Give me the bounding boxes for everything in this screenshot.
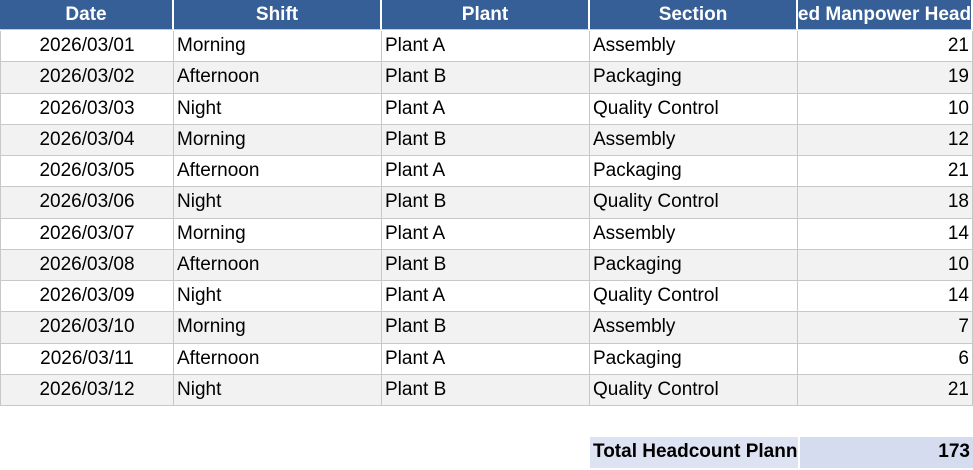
table-cell: 7 <box>798 312 973 344</box>
table-cell: Afternoon <box>174 249 382 281</box>
table-cell: Plant B <box>382 124 590 156</box>
table-cell: Assembly <box>590 124 798 156</box>
table-cell: 2026/03/09 <box>0 281 174 313</box>
table-cell: 2026/03/07 <box>0 218 174 250</box>
table-cell: Plant B <box>382 312 590 344</box>
table-cell: 6 <box>798 343 973 375</box>
table-cell: Packaging <box>590 249 798 281</box>
table-cell: 12 <box>798 124 973 156</box>
table-cell: 2026/03/02 <box>0 62 174 94</box>
table-cell: Plant B <box>382 374 590 406</box>
header-cell: Planned Manpower Headcount <box>798 0 973 30</box>
table-cell: Night <box>174 187 382 219</box>
table-cell: Assembly <box>590 31 798 63</box>
table-cell: 10 <box>798 249 973 281</box>
table-cell: Plant B <box>382 249 590 281</box>
total-value: 173 <box>800 437 973 468</box>
header-cell: Section <box>590 0 798 30</box>
header-cell: Date <box>0 0 174 30</box>
table-cell: Quality Control <box>590 281 798 313</box>
table-cell: 2026/03/06 <box>0 187 174 219</box>
table-cell: 2026/03/08 <box>0 249 174 281</box>
table-cell: Afternoon <box>174 62 382 94</box>
table-cell: 2026/03/04 <box>0 124 174 156</box>
table-cell: Packaging <box>590 343 798 375</box>
table-cell: Plant B <box>382 187 590 219</box>
table-cell: Night <box>174 281 382 313</box>
table-cell: 21 <box>798 31 973 63</box>
table-cell: Packaging <box>590 62 798 94</box>
table-cell: Afternoon <box>174 343 382 375</box>
table-cell: Plant A <box>382 343 590 375</box>
table-cell: Night <box>174 93 382 125</box>
table-cell: Plant A <box>382 31 590 63</box>
table-cell: 2026/03/01 <box>0 31 174 63</box>
table-cell: Morning <box>174 31 382 63</box>
table-cell: 2026/03/03 <box>0 93 174 125</box>
table-cell: Morning <box>174 124 382 156</box>
table-cell: 14 <box>798 281 973 313</box>
header-cell: Shift <box>174 0 382 30</box>
table-cell: 2026/03/10 <box>0 312 174 344</box>
table-cell: Plant A <box>382 218 590 250</box>
table-cell: Night <box>174 374 382 406</box>
table-cell: Quality Control <box>590 374 798 406</box>
table-cell: 19 <box>798 62 973 94</box>
table-cell: 21 <box>798 374 973 406</box>
table-cell: 2026/03/05 <box>0 156 174 188</box>
table-cell: Morning <box>174 218 382 250</box>
table-cell: Plant A <box>382 281 590 313</box>
table-cell: Morning <box>174 312 382 344</box>
header-cell: Plant <box>382 0 590 30</box>
table-cell: Plant B <box>382 62 590 94</box>
table-cell: 18 <box>798 187 973 219</box>
total-label: Total Headcount Planned <box>590 437 798 468</box>
table-cell: 2026/03/11 <box>0 343 174 375</box>
table-cell: Quality Control <box>590 187 798 219</box>
table-cell: 10 <box>798 93 973 125</box>
table-cell: Quality Control <box>590 93 798 125</box>
table-cell: 2026/03/12 <box>0 374 174 406</box>
table-cell: Plant A <box>382 156 590 188</box>
table-cell: 21 <box>798 156 973 188</box>
table-cell: Assembly <box>590 218 798 250</box>
table-cell: Afternoon <box>174 156 382 188</box>
table-cell: Assembly <box>590 312 798 344</box>
table-cell: Plant A <box>382 93 590 125</box>
table-cell: Packaging <box>590 156 798 188</box>
table-cell: 14 <box>798 218 973 250</box>
